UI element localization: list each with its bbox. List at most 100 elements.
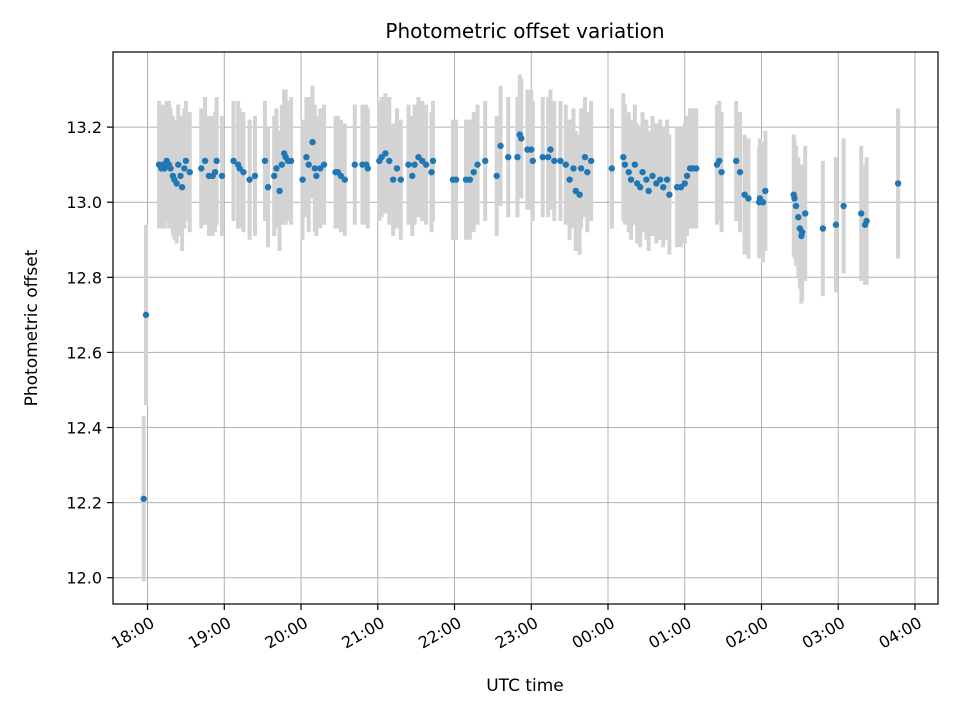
data-point: [452, 176, 460, 183]
data-point: [397, 176, 404, 183]
data-point: [422, 161, 430, 168]
data-point: [649, 172, 656, 180]
data-point: [382, 150, 389, 157]
data-point: [840, 202, 847, 210]
data-point: [557, 157, 564, 165]
data-point: [683, 172, 691, 180]
data-point: [428, 168, 435, 176]
data-points: [140, 131, 902, 503]
data-point: [716, 157, 723, 165]
data-point: [299, 176, 306, 183]
data-point: [211, 168, 219, 176]
y-tick-label: 13.2: [66, 118, 102, 137]
data-point: [386, 157, 393, 165]
data-point: [587, 157, 595, 165]
data-point: [429, 157, 437, 165]
data-point: [287, 157, 295, 165]
data-point: [639, 168, 646, 176]
data-point: [276, 187, 283, 195]
data-point: [894, 180, 902, 187]
data-point: [562, 161, 569, 168]
data-point: [213, 157, 220, 165]
data-point: [514, 153, 521, 161]
data-point: [643, 176, 650, 183]
data-point: [802, 210, 809, 217]
data-point: [732, 157, 740, 165]
data-point: [278, 161, 286, 168]
data-point: [142, 311, 150, 319]
data-point: [625, 168, 632, 176]
data-point: [551, 157, 558, 165]
data-point: [482, 157, 489, 165]
y-tick-label: 12.4: [66, 419, 102, 438]
data-point: [309, 138, 316, 146]
data-point: [798, 229, 806, 236]
data-point: [201, 157, 209, 165]
data-point: [364, 165, 371, 172]
data-point: [863, 217, 870, 225]
data-point: [470, 168, 477, 176]
data-point: [393, 165, 401, 172]
data-point: [759, 199, 767, 206]
data-point: [660, 183, 667, 191]
data-point: [576, 191, 583, 198]
chart-title: Photometric offset variation: [385, 19, 664, 43]
data-point: [681, 180, 688, 187]
data-point: [621, 161, 629, 168]
data-point: [409, 172, 416, 180]
y-tick-label: 12.6: [66, 343, 102, 362]
data-point: [305, 161, 312, 168]
data-point: [186, 168, 193, 176]
data-point: [637, 183, 644, 191]
data-point: [547, 146, 554, 153]
data-point: [529, 157, 536, 165]
data-point: [566, 176, 573, 183]
data-point: [581, 153, 589, 161]
data-point: [762, 187, 769, 195]
data-point: [320, 161, 328, 168]
data-point: [270, 172, 278, 180]
data-point: [505, 153, 512, 161]
data-point: [251, 172, 259, 180]
data-point: [792, 202, 800, 210]
data-point: [405, 161, 412, 168]
data-point: [466, 176, 474, 183]
data-point: [645, 187, 652, 195]
data-point: [178, 183, 186, 191]
data-point: [218, 172, 226, 180]
data-point: [182, 157, 190, 165]
data-point: [539, 153, 546, 161]
plot-frame: [112, 51, 939, 605]
data-point: [311, 165, 319, 172]
data-point: [230, 157, 237, 165]
data-point: [341, 176, 348, 183]
data-point: [264, 183, 272, 191]
data-point: [693, 165, 700, 172]
data-point: [273, 165, 280, 172]
data-point: [167, 165, 174, 172]
data-point: [140, 495, 147, 503]
y-tick-label: 12.0: [66, 569, 102, 588]
data-point: [666, 191, 673, 198]
data-point: [620, 153, 627, 161]
data-point: [173, 180, 180, 187]
data-point: [518, 135, 525, 142]
y-tick-label: 13.0: [66, 193, 102, 212]
data-point: [570, 165, 577, 172]
y-axis-title: Photometric offset: [22, 249, 42, 406]
data-point: [791, 195, 798, 202]
data-point: [608, 165, 616, 172]
data-point: [528, 146, 535, 153]
y-tick-label: 12.8: [66, 268, 102, 287]
data-point: [474, 161, 481, 168]
data-point: [493, 172, 500, 180]
data-point: [181, 165, 188, 172]
data-point: [303, 153, 310, 161]
data-point: [631, 161, 639, 168]
data-point: [240, 168, 247, 176]
data-point: [745, 195, 752, 202]
data-point: [584, 168, 591, 176]
data-point: [544, 153, 552, 161]
data-point: [198, 165, 205, 172]
